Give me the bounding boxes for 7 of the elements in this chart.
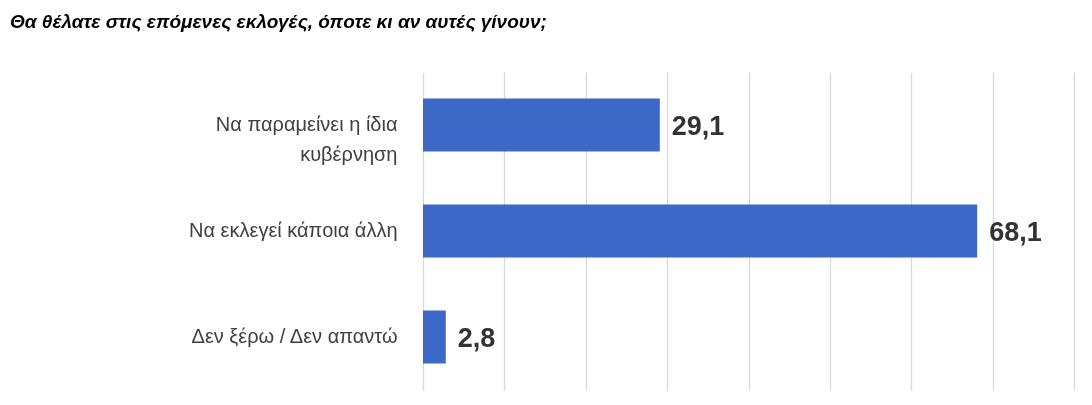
y-tick-label: Δεν ξέρω / Δεν απαντώ bbox=[191, 325, 398, 347]
data-label: 29,1 bbox=[671, 111, 725, 141]
chart-title: Θα θέλατε στις επόμενες εκλογές, όποτε κι αν αυτές γίνουν; bbox=[10, 11, 547, 32]
data-label: 2,8 bbox=[457, 323, 496, 353]
y-tick-label: Να εκλεγεί κάποια άλλη bbox=[188, 219, 398, 241]
y-tick-label: Να παραμείνει η ίδια κυβέρνηση bbox=[215, 113, 398, 165]
data-label: 68,1 bbox=[989, 217, 1042, 247]
